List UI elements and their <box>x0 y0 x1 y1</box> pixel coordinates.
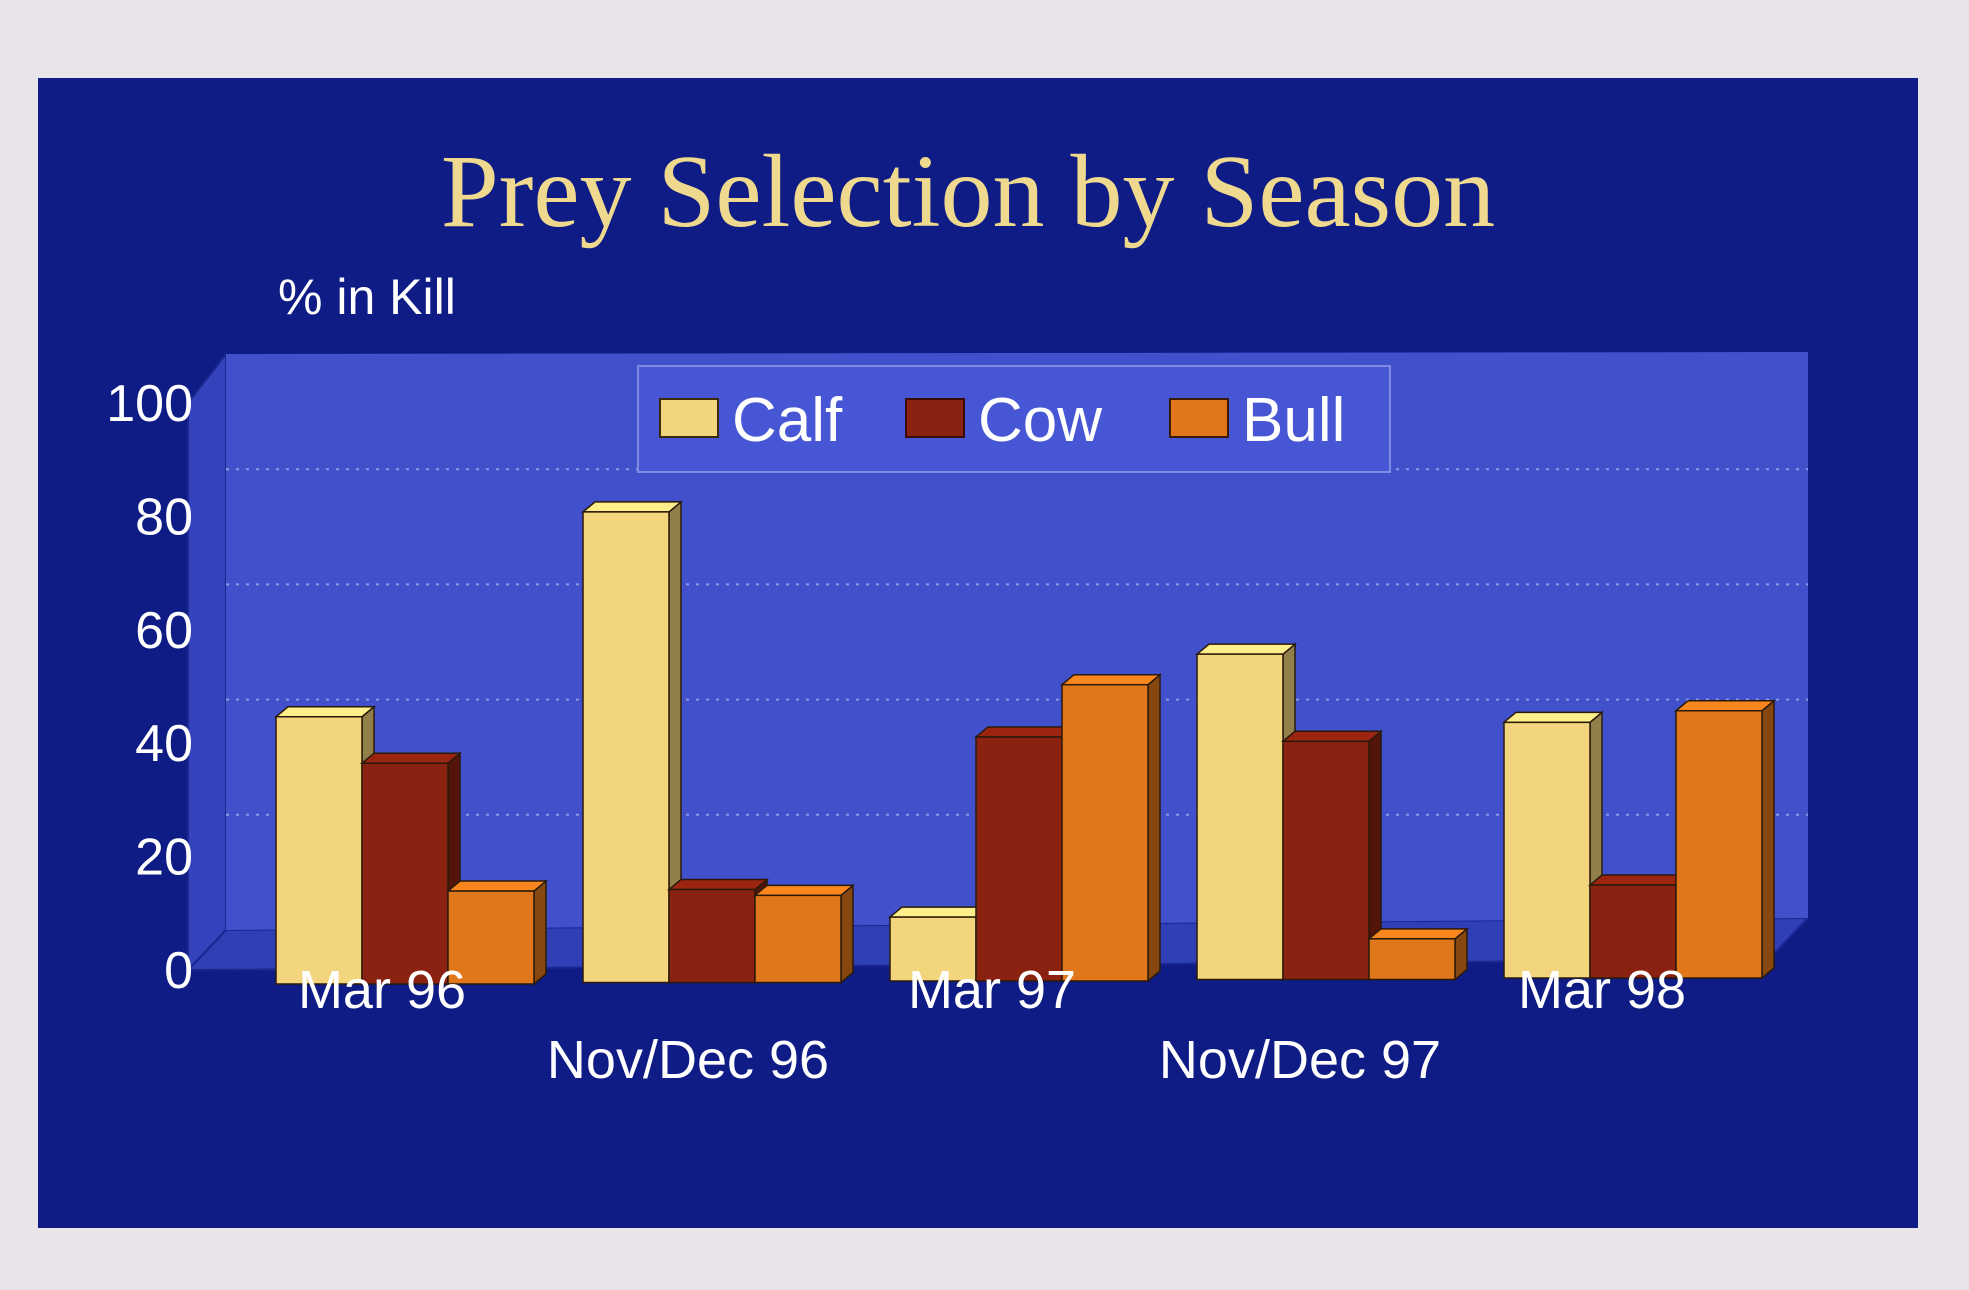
bars <box>273 500 1777 986</box>
legend-label-calf: Calf <box>732 386 843 455</box>
bar-top <box>1501 711 1605 724</box>
bar-top <box>1194 643 1298 655</box>
x-tick-label: Nov/Dec 97 <box>1159 1030 1441 1090</box>
x-tick-label: Mar 96 <box>298 960 466 1020</box>
bar-side <box>840 883 854 985</box>
bar-top <box>1280 730 1384 743</box>
bar-top <box>1059 673 1163 686</box>
y-tick-label: 100 <box>106 375 193 433</box>
bar-top <box>445 880 549 892</box>
bar-top <box>973 726 1077 738</box>
chart-title: Prey Selection by Season <box>441 134 1495 249</box>
bar-top <box>887 906 991 918</box>
bar-chart: Prey Selection by Season % in Kill 0 20 40… <box>106 134 1811 1090</box>
bar-front <box>975 736 1063 982</box>
bar-front <box>361 762 449 985</box>
legend: Calf Cow Bull <box>637 365 1391 473</box>
bar-top <box>1587 874 1691 886</box>
slide-background: Prey Selection by Season % in Kill 0 20 40… <box>38 78 1918 1228</box>
bar-side <box>1761 699 1775 980</box>
y-tick-label: 60 <box>135 602 193 660</box>
bar-calf-nov-dec-96 <box>580 500 684 985</box>
bar-front <box>754 894 842 984</box>
bar-cow-nov-dec-97 <box>1280 729 1384 982</box>
bar-cow-nov-dec-96 <box>666 877 770 985</box>
legend-label-cow: Cow <box>978 386 1102 455</box>
bar-top <box>359 752 463 764</box>
y-axis-ticks: 0 20 40 60 80 100 <box>106 375 193 1000</box>
bar-calf-nov-dec-97 <box>1194 642 1298 982</box>
bar-front <box>1061 683 1149 982</box>
x-tick-label: Mar 97 <box>908 960 1076 1020</box>
legend-swatch-calf <box>659 398 719 438</box>
legend-swatch-cow <box>905 398 965 438</box>
bar-front <box>1196 653 1284 981</box>
bar-front <box>668 888 756 984</box>
bar-side <box>533 879 547 986</box>
bar-front <box>1368 938 1456 981</box>
bar-top <box>580 501 684 513</box>
bar-bull-nov-dec-96 <box>752 883 856 985</box>
bar-front <box>1675 709 1763 979</box>
bar-top <box>1673 699 1777 712</box>
legend-box <box>637 365 1391 473</box>
bar-front <box>1282 740 1370 981</box>
bar-front <box>275 715 363 985</box>
plot-side-wall <box>187 351 227 973</box>
y-tick-label: 0 <box>164 942 193 1000</box>
x-tick-label: Mar 98 <box>1518 960 1686 1020</box>
bar-bull-mar-97 <box>1059 673 1163 983</box>
x-axis-labels: Mar 96 Nov/Dec 96 Mar 97 Nov/Dec 97 Mar 98 <box>298 960 1686 1090</box>
bar-top <box>273 705 377 718</box>
bar-front <box>447 890 535 985</box>
bar-side <box>1147 673 1161 983</box>
y-tick-label: 40 <box>135 715 193 773</box>
y-tick-label: 20 <box>135 829 193 887</box>
bar-calf-mar-96 <box>273 705 377 986</box>
bar-bull-nov-dec-97 <box>1366 927 1470 982</box>
bar-bull-mar-98 <box>1673 699 1777 980</box>
y-axis-label: % in Kill <box>278 269 456 325</box>
bar-top <box>752 884 856 897</box>
bar-cow-mar-97 <box>973 725 1077 983</box>
bar-calf-mar-98 <box>1501 710 1605 980</box>
legend-swatch-bull <box>1169 398 1229 438</box>
bar-bull-mar-96 <box>445 879 549 986</box>
bar-cow-mar-96 <box>359 751 463 986</box>
y-tick-label: 80 <box>135 488 193 546</box>
bar-front <box>582 511 670 984</box>
bar-front <box>1503 721 1591 979</box>
x-tick-label: Nov/Dec 96 <box>547 1030 829 1090</box>
legend-label-bull: Bull <box>1242 386 1345 455</box>
bar-top <box>666 878 770 891</box>
bar-top <box>1366 928 1470 940</box>
bar-front <box>1589 884 1677 979</box>
